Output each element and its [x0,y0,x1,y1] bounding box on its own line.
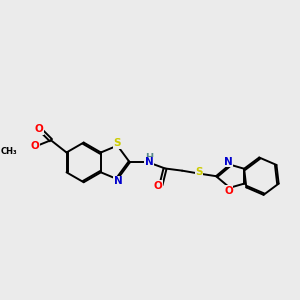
Text: N: N [114,176,122,186]
Text: O: O [31,141,40,151]
Text: H: H [145,153,153,163]
Text: O: O [35,124,44,134]
Text: CH₃: CH₃ [1,147,18,156]
Text: N: N [145,158,154,167]
Text: O: O [153,181,162,190]
Text: S: S [195,167,203,177]
Text: S: S [114,138,121,148]
Text: O: O [224,185,233,196]
Text: N: N [224,157,233,167]
